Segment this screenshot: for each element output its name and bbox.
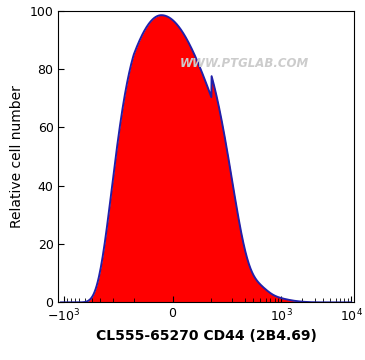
X-axis label: CL555-65270 CD44 (2B4.69): CL555-65270 CD44 (2B4.69) bbox=[96, 329, 317, 343]
Text: WWW.PTGLAB.COM: WWW.PTGLAB.COM bbox=[180, 57, 309, 70]
Y-axis label: Relative cell number: Relative cell number bbox=[10, 85, 24, 228]
